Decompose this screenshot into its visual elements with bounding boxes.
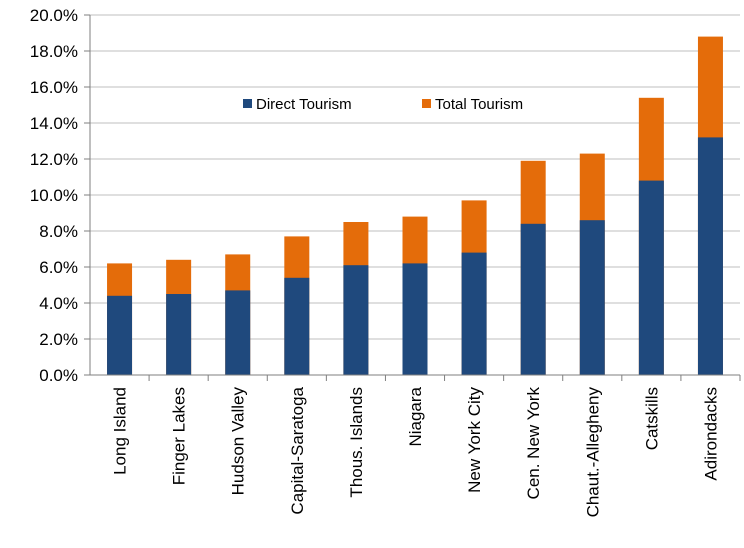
legend-swatch: [422, 99, 431, 108]
x-category-label: Cen. New York: [524, 387, 543, 500]
x-category-label: Catskills: [642, 387, 661, 450]
x-category-label: New York City: [465, 387, 484, 493]
y-tick-label: 2.0%: [39, 330, 78, 349]
y-tick-label: 8.0%: [39, 222, 78, 241]
legend: Direct Tourism Total Tourism: [243, 96, 523, 113]
x-category-label: Niagara: [406, 386, 425, 446]
x-category-label: Thous. Islands: [347, 387, 366, 498]
bar-direct-tourism: [402, 263, 428, 375]
axes: 0.0% 2.0% 4.0% 6.0% 8.0% 10.0% 12.0% 14.0% 16.0%…: [30, 6, 741, 518]
gridlines: [90, 14, 740, 340]
bar-direct-tourism: [697, 137, 723, 375]
legend-label: Direct Tourism: [256, 96, 352, 113]
y-tick-label: 20.0%: [30, 6, 78, 25]
y-tick-label: 10.0%: [30, 186, 78, 205]
y-tick-label: 6.0%: [39, 258, 78, 277]
legend-label: Total Tourism: [435, 96, 523, 113]
bar-direct-tourism: [343, 265, 369, 375]
y-tick-label: 4.0%: [39, 294, 78, 313]
x-category-label: Hudson Valley: [229, 387, 248, 496]
x-category-label: Capital-Saratoga: [288, 386, 307, 514]
bar-direct-tourism: [166, 294, 192, 375]
y-tick-label: 12.0%: [30, 150, 78, 169]
bar-direct-tourism: [638, 180, 664, 375]
y-tick-label: 0.0%: [39, 366, 78, 385]
bar-direct-tourism: [225, 290, 251, 375]
x-category-label: Long Island: [111, 387, 130, 475]
x-category-label: Chaut.-Allegheny: [583, 387, 602, 518]
bar-direct-tourism: [107, 295, 133, 375]
y-tick-label: 14.0%: [30, 114, 78, 133]
x-category-label: Finger Lakes: [170, 387, 189, 485]
bar-direct-tourism: [284, 277, 310, 375]
bars: [107, 36, 723, 376]
y-tick-label: 16.0%: [30, 78, 78, 97]
x-category-label: Adirondacks: [701, 387, 720, 481]
bar-direct-tourism: [461, 252, 487, 375]
y-tick-label: 18.0%: [30, 42, 78, 61]
legend-swatch: [243, 99, 252, 108]
bar-direct-tourism: [579, 220, 605, 375]
bar-direct-tourism: [520, 223, 546, 375]
